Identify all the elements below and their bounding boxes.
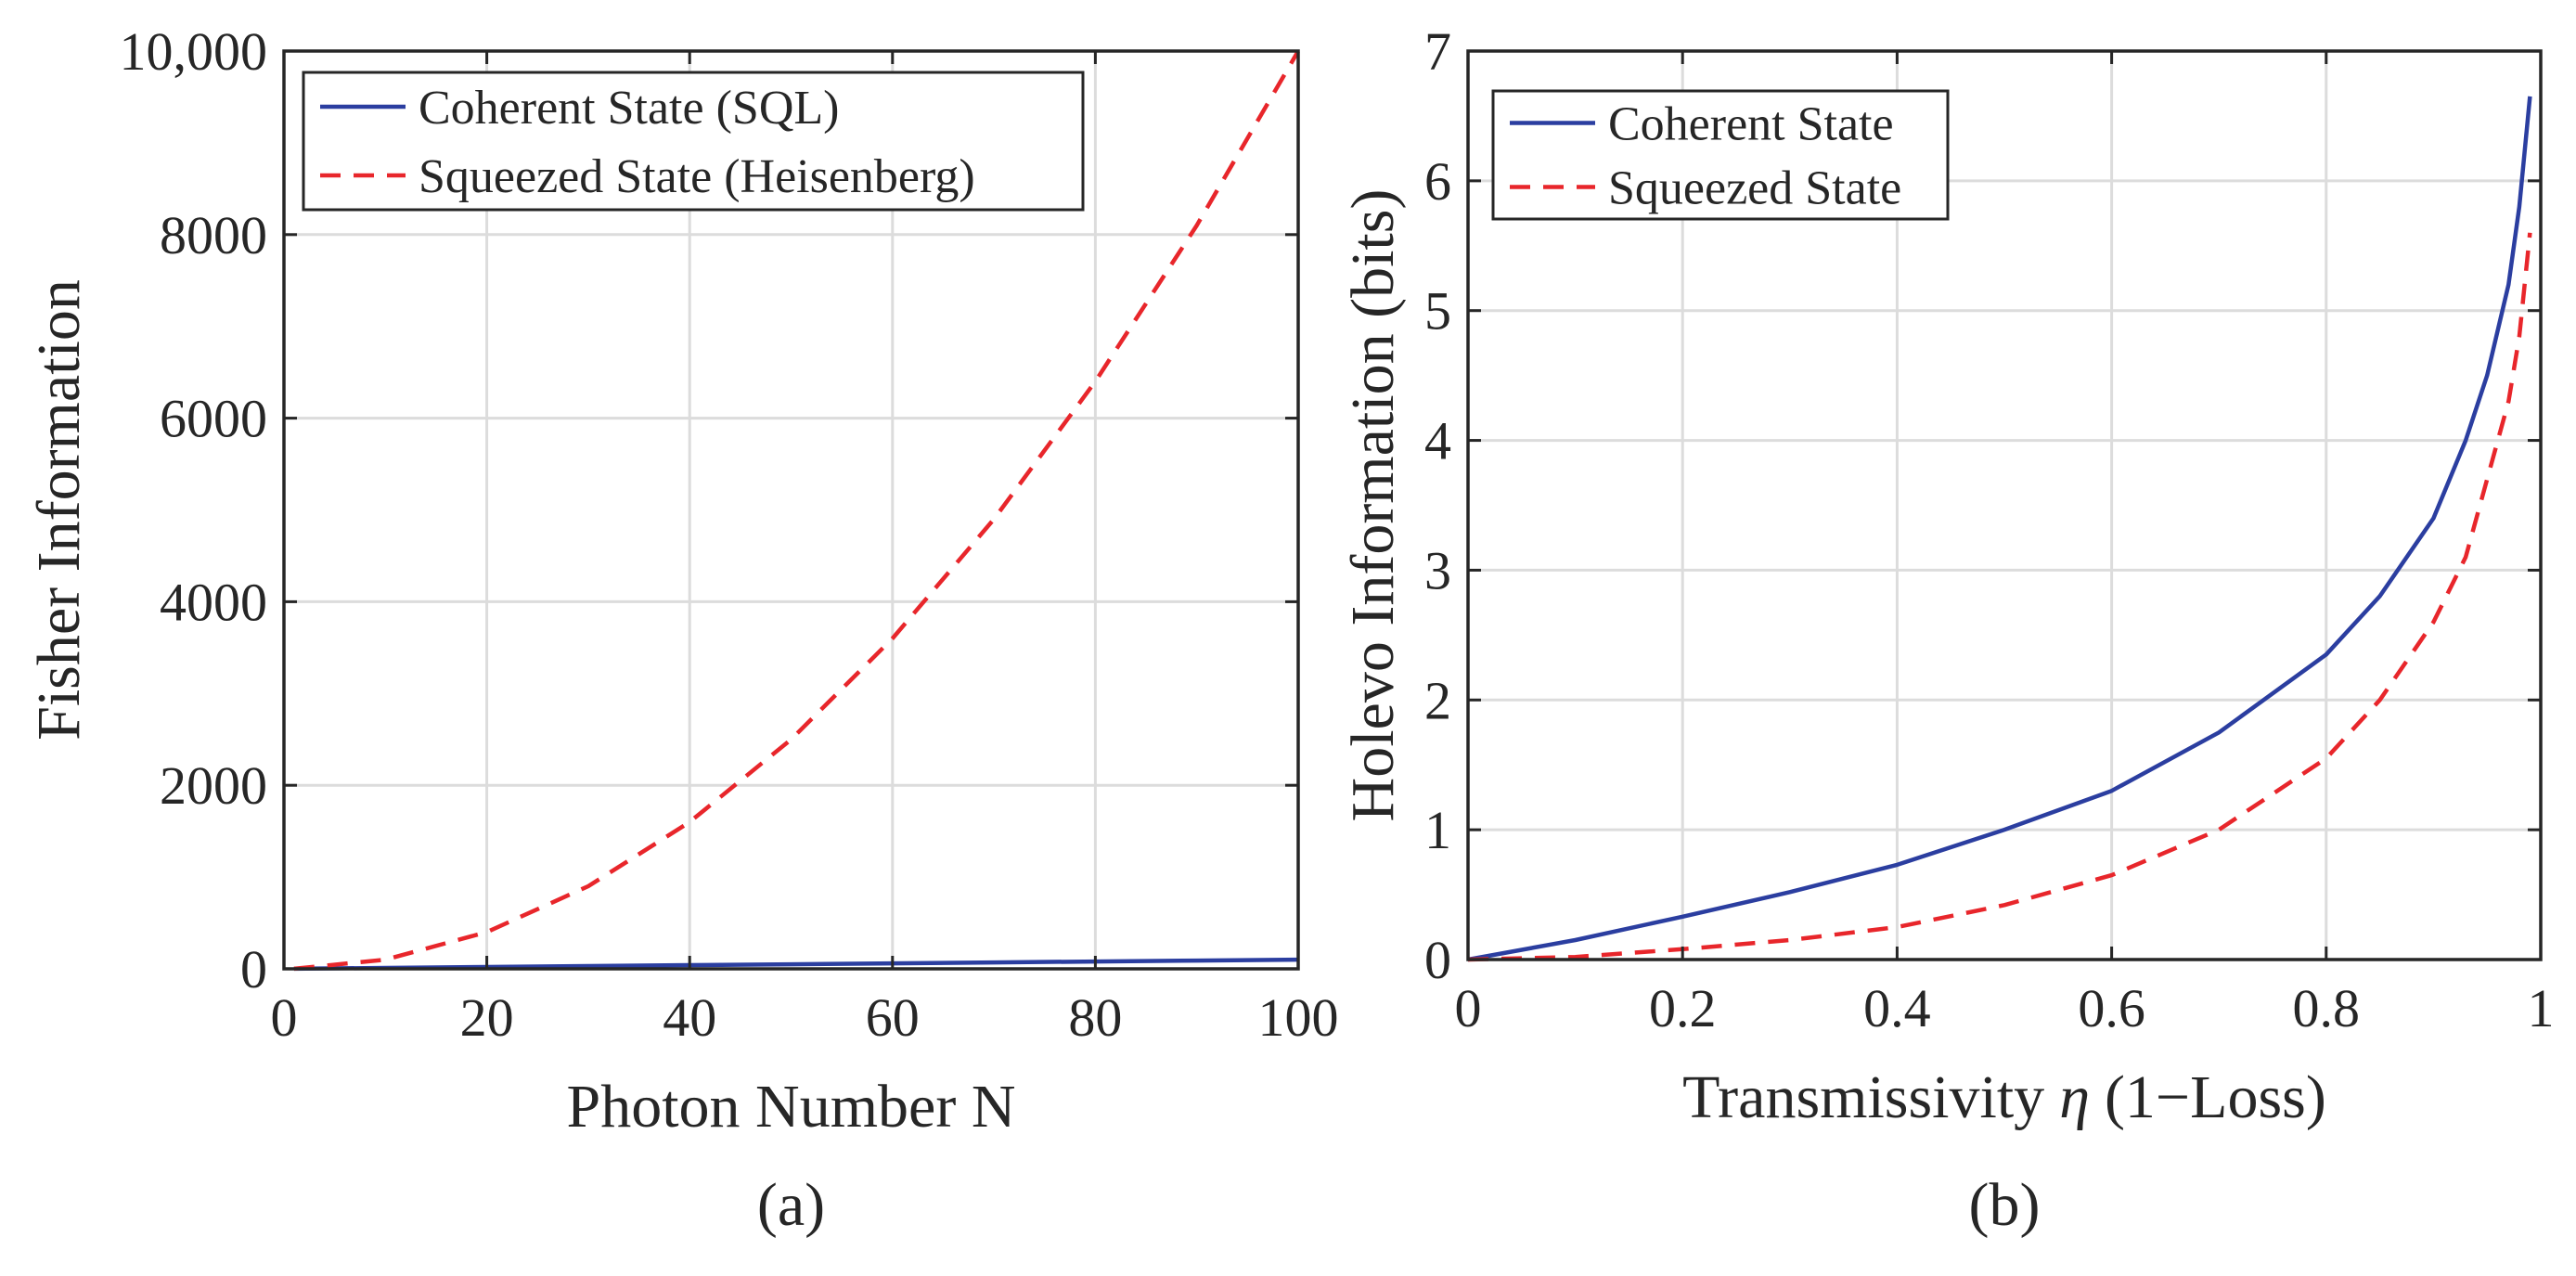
x-tick-label: 40	[663, 987, 716, 1048]
x-axis-label-symbol: η	[2059, 1063, 2090, 1131]
series-line-squeezed-state	[1467, 232, 2532, 962]
x-tick-label: 0	[271, 987, 298, 1048]
legend: Coherent State Squeezed State	[1491, 89, 1950, 221]
legend-box	[302, 71, 1085, 212]
panel-caption: (b)	[1969, 1171, 2041, 1239]
x-tick-label: 0.8	[2293, 978, 2361, 1038]
axes-frame	[282, 49, 1300, 971]
x-axis-label-paren: (1−Loss)	[2105, 1063, 2326, 1131]
x-tick-label: 0.2	[1649, 978, 1717, 1038]
legend-box	[1491, 89, 1950, 221]
legend: Coherent State (SQL) Squeezed State (Heis…	[302, 71, 1085, 212]
x-tick-label: 0.4	[1863, 978, 1931, 1038]
y-axis-label: Holevo Information (bits)	[1339, 189, 1407, 822]
legend-label: Coherent State (SQL)	[419, 82, 839, 135]
x-tick-label: 0.6	[2078, 978, 2145, 1038]
y-tick-label: 0	[1424, 930, 1451, 990]
legend-label: Squeezed State (Heisenberg)	[419, 150, 975, 203]
y-tick-label: 1	[1424, 800, 1451, 860]
x-tick-label: 80	[1068, 987, 1122, 1048]
y-tick-label: 2	[1424, 670, 1451, 730]
legend-label: Coherent State	[1608, 98, 1894, 151]
y-axis-label: Fisher Information	[25, 279, 93, 741]
y-tick-label: 4	[1424, 411, 1451, 471]
y-tick-label: 6	[1424, 151, 1451, 212]
x-axis-label: Photon Number N	[567, 1073, 1016, 1141]
x-axis-label-main: Transmissivity	[1682, 1063, 2044, 1131]
x-tick-label: 1	[2528, 978, 2555, 1038]
x-tick-label: 0	[1455, 978, 1482, 1038]
chart-panel-a: 0 20 40 60 80 100 0 2000 4000 6000 8000 10,000 Fishe…	[25, 21, 1338, 1239]
x-tick-label: 60	[866, 987, 920, 1048]
y-tick-label: 4000	[160, 572, 267, 632]
y-tick-label: 3	[1424, 540, 1451, 600]
y-tick-label: 2000	[160, 755, 267, 816]
panel-caption: (a)	[757, 1171, 825, 1239]
legend-label: Squeezed State	[1608, 162, 1901, 215]
x-axis-label: Transmissivity η (1−Loss)	[1682, 1063, 2326, 1131]
y-tick-label: 7	[1424, 21, 1451, 82]
chart-panel-b: 0 0.2 0.4 0.6 0.8 1 0 1 2 3 4 5 6 7 Holevo Information…	[1339, 21, 2554, 1239]
y-tick-label: 0	[240, 939, 267, 999]
x-tick-label: 100	[1258, 987, 1339, 1048]
axes-frame	[1466, 49, 2543, 961]
y-tick-label: 8000	[160, 205, 267, 265]
y-tick-label: 6000	[160, 389, 267, 449]
x-tick-label: 20	[460, 987, 514, 1048]
series-line-coherent-state	[1467, 96, 2532, 962]
y-tick-label: 5	[1424, 281, 1451, 342]
y-tick-label: 10,000	[120, 21, 268, 82]
